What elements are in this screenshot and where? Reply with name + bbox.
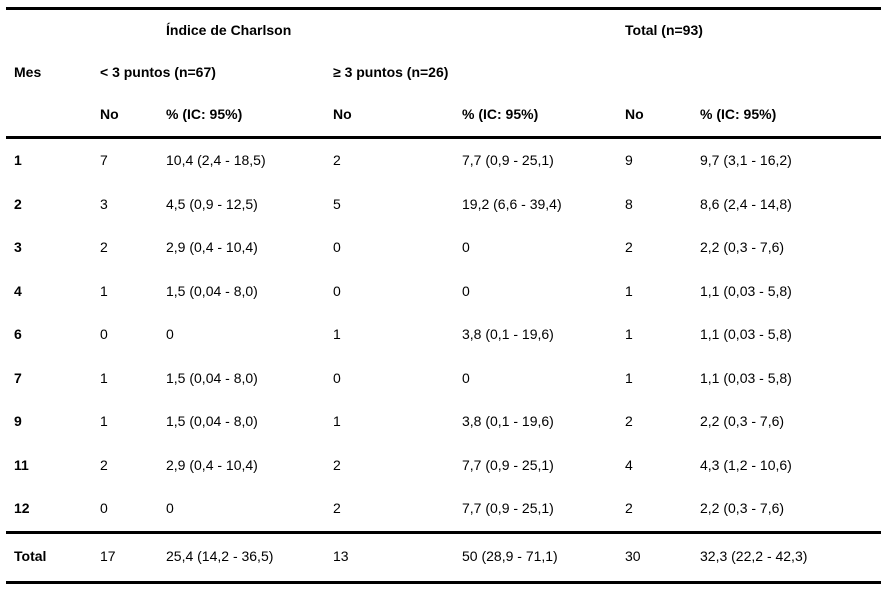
table-row: 12 0 0 2 7,7 (0,9 - 25,1) 2 2,2 (0,3 - 7…: [0, 487, 887, 531]
mes-cell: 3: [14, 239, 22, 256]
table-header-subgroup-row: Mes < 3 puntos (n=67) ≥ 3 puntos (n=26): [0, 52, 887, 94]
group1-no-cell: 2: [100, 456, 108, 473]
total-no-total-cell: 30: [625, 548, 641, 565]
total-no-cell: 1: [625, 282, 633, 299]
group2-pct-cell: 3,8 (0,1 - 19,6): [462, 326, 554, 343]
total-pct-cell: 8,6 (2,4 - 14,8): [700, 195, 792, 212]
total-no-cell: 8: [625, 195, 633, 212]
group1-pct-cell: 2,9 (0,4 - 10,4): [166, 456, 258, 473]
group2-no-cell: 1: [333, 326, 341, 343]
total-no-cell: 2: [625, 239, 633, 256]
table-top-rule: [6, 7, 881, 10]
mes-cell: 9: [14, 413, 22, 430]
table-row: 4 1 1,5 (0,04 - 8,0) 0 0 1 1,1 (0,03 - 5…: [0, 270, 887, 314]
total-group-title: Total (n=93): [625, 22, 703, 39]
mes-cell: 7: [14, 369, 22, 386]
group2-no-cell: 5: [333, 195, 341, 212]
total-no-cell: 2: [625, 500, 633, 517]
group1-pct-header: % (IC: 95%): [166, 106, 243, 123]
mes-column-header: Mes: [14, 64, 42, 81]
group1-no-cell: 1: [100, 282, 108, 299]
mes-cell: 2: [14, 195, 22, 212]
group2-pct-cell: 0: [462, 282, 470, 299]
group2-pct-cell: 7,7 (0,9 - 25,1): [462, 152, 554, 169]
total-no-cell: 1: [625, 369, 633, 386]
group1-no-cell: 0: [100, 326, 108, 343]
group2-no-header: No: [333, 106, 352, 123]
group2-pct-cell: 19,2 (6,6 - 39,4): [462, 195, 562, 212]
total-pct-cell: 2,2 (0,3 - 7,6): [700, 413, 785, 430]
total-pct-cell: 2,2 (0,3 - 7,6): [700, 239, 785, 256]
group2-column-header: ≥ 3 puntos (n=26): [333, 64, 449, 81]
group1-no-cell: 2: [100, 239, 108, 256]
group1-pct-cell: 4,5 (0,9 - 12,5): [166, 195, 258, 212]
total-pct-cell: 9,7 (3,1 - 16,2): [700, 152, 792, 169]
group1-pct-cell: 0: [166, 326, 174, 343]
total-separator-rule: [6, 530, 881, 534]
group1-pct-cell: 1,5 (0,04 - 8,0): [166, 413, 258, 430]
group2-pct-cell: 7,7 (0,9 - 25,1): [462, 500, 554, 517]
group1-no-header: No: [100, 106, 119, 123]
group1-pct-cell: 1,5 (0,04 - 8,0): [166, 369, 258, 386]
total-no-cell: 4: [625, 456, 633, 473]
total-no-cell: 1: [625, 326, 633, 343]
mes-cell: 12: [14, 500, 30, 517]
group2-no-cell: 0: [333, 239, 341, 256]
group2-pct-cell: 7,7 (0,9 - 25,1): [462, 456, 554, 473]
mes-cell: 1: [14, 152, 22, 169]
group2-no-cell: 0: [333, 369, 341, 386]
mes-cell: 4: [14, 282, 22, 299]
group2-no-cell: 2: [333, 500, 341, 517]
group1-no-total-cell: 17: [100, 548, 116, 565]
group2-pct-header: % (IC: 95%): [462, 106, 539, 123]
group1-pct-cell: 2,9 (0,4 - 10,4): [166, 239, 258, 256]
group1-no-cell: 7: [100, 152, 108, 169]
table-row: 6 0 0 1 3,8 (0,1 - 19,6) 1 1,1 (0,03 - 5…: [0, 313, 887, 357]
group1-no-cell: 3: [100, 195, 108, 212]
group2-no-cell: 2: [333, 456, 341, 473]
table-row: 3 2 2,9 (0,4 - 10,4) 0 0 2 2,2 (0,3 - 7,…: [0, 226, 887, 270]
table-total-row: Total 17 25,4 (14,2 - 36,5) 13 50 (28,9 …: [0, 534, 887, 581]
header-separator-rule: [6, 136, 881, 139]
table-row: 11 2 2,9 (0,4 - 10,4) 2 7,7 (0,9 - 25,1)…: [0, 444, 887, 488]
mes-cell: 11: [14, 456, 29, 473]
group1-pct-cell: 0: [166, 500, 174, 517]
total-pct-cell: 2,2 (0,3 - 7,6): [700, 500, 785, 517]
group2-pct-cell: 0: [462, 369, 470, 386]
table-header-group-row: Índice de Charlson Total (n=93): [0, 10, 887, 52]
group2-no-cell: 0: [333, 282, 341, 299]
total-no-cell: 2: [625, 413, 633, 430]
group2-pct-cell: 0: [462, 239, 470, 256]
table-row: 2 3 4,5 (0,9 - 12,5) 5 19,2 (6,6 - 39,4)…: [0, 183, 887, 227]
total-pct-cell: 1,1 (0,03 - 5,8): [700, 282, 792, 299]
table-row: 9 1 1,5 (0,04 - 8,0) 1 3,8 (0,1 - 19,6) …: [0, 400, 887, 444]
total-pct-total-cell: 32,3 (22,2 - 42,3): [700, 548, 808, 565]
total-pct-cell: 4,3 (1,2 - 10,6): [700, 456, 792, 473]
table-row: 7 1 1,5 (0,04 - 8,0) 0 0 1 1,1 (0,03 - 5…: [0, 357, 887, 401]
total-label-cell: Total: [14, 548, 47, 565]
group2-no-cell: 2: [333, 152, 341, 169]
group1-pct-total-cell: 25,4 (14,2 - 36,5): [166, 548, 274, 565]
group2-no-total-cell: 13: [333, 548, 349, 565]
group1-no-cell: 0: [100, 500, 108, 517]
group2-pct-cell: 3,8 (0,1 - 19,6): [462, 413, 554, 430]
total-no-header: No: [625, 106, 644, 123]
table-row: 1 7 10,4 (2,4 - 18,5) 2 7,7 (0,9 - 25,1)…: [0, 139, 887, 183]
total-pct-header: % (IC: 95%): [700, 106, 777, 123]
group1-no-cell: 1: [100, 369, 108, 386]
group2-no-cell: 1: [333, 413, 341, 430]
group1-column-header: < 3 puntos (n=67): [100, 64, 216, 81]
total-no-cell: 9: [625, 152, 633, 169]
total-pct-cell: 1,1 (0,03 - 5,8): [700, 369, 792, 386]
group1-pct-cell: 1,5 (0,04 - 8,0): [166, 282, 258, 299]
charlson-index-group-title: Índice de Charlson: [166, 22, 292, 39]
total-pct-cell: 1,1 (0,03 - 5,8): [700, 326, 792, 343]
group1-pct-cell: 10,4 (2,4 - 18,5): [166, 152, 266, 169]
table-bottom-rule: [6, 580, 881, 584]
table-header-measure-row: No % (IC: 95%) No % (IC: 95%) No % (IC: …: [0, 94, 887, 136]
group1-no-cell: 1: [100, 413, 108, 430]
group2-pct-total-cell: 50 (28,9 - 71,1): [462, 548, 558, 565]
mes-cell: 6: [14, 326, 22, 343]
